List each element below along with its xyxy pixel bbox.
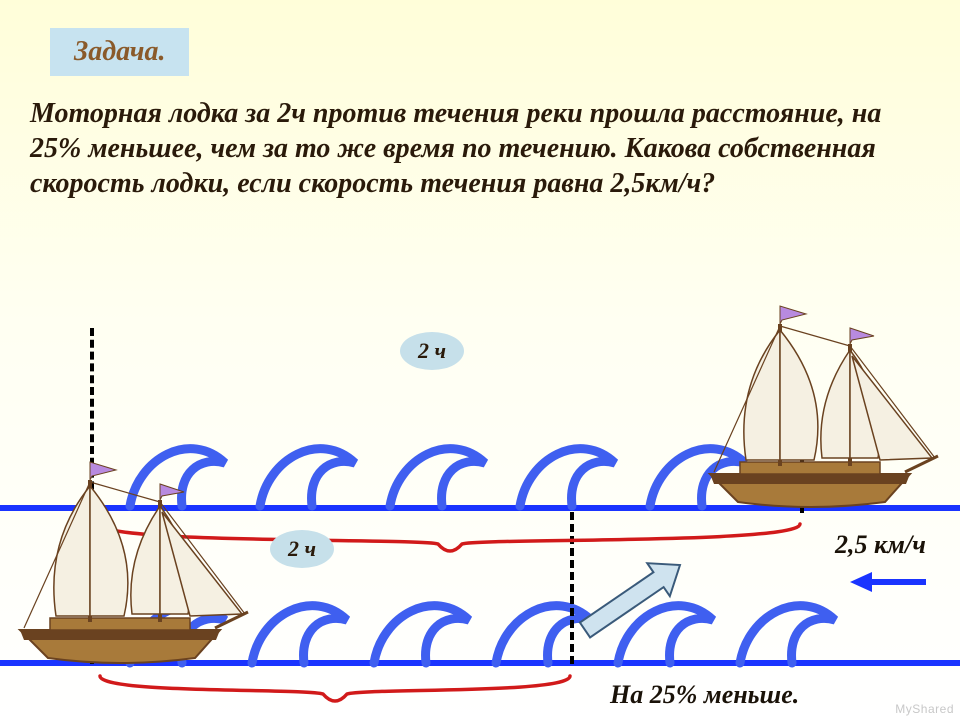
waterline-top — [0, 505, 960, 511]
title-badge: Задача. — [50, 28, 189, 76]
time-badge-downstream: 2 ч — [400, 332, 464, 370]
annotation-arrow-icon — [565, 545, 725, 665]
difference-label: На 25% меньше. — [610, 680, 799, 710]
time-badge-upstream-text: 2 ч — [288, 536, 316, 561]
current-arrow-icon — [848, 568, 948, 596]
marker-start-top — [90, 328, 94, 513]
marker-end-top — [800, 390, 804, 513]
marker-start-bottom — [90, 512, 94, 664]
current-speed-label: 2,5 км/ч — [835, 530, 926, 560]
waterline-bottom — [0, 660, 960, 666]
time-badge-downstream-text: 2 ч — [418, 338, 446, 363]
title-text: Задача. — [74, 36, 165, 67]
time-badge-upstream: 2 ч — [270, 530, 334, 568]
problem-statement: Моторная лодка за 2ч против течения реки… — [30, 96, 930, 201]
watermark: MyShared — [895, 702, 954, 716]
